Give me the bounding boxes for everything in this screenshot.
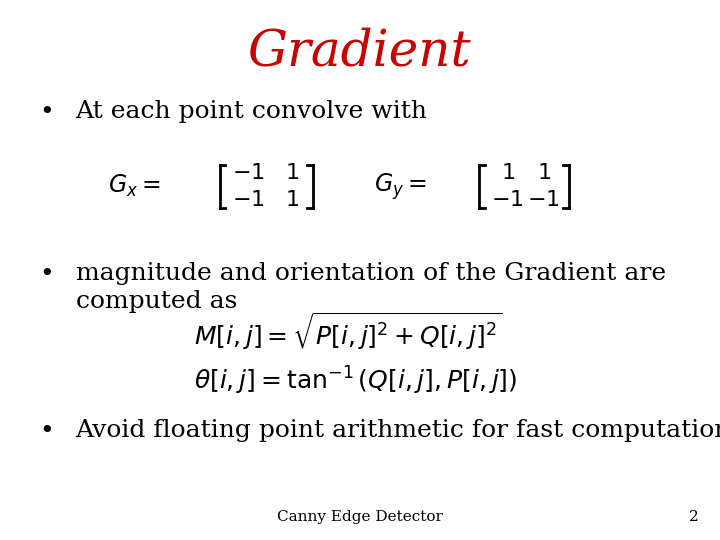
Text: $-1$: $-1$ <box>527 189 560 211</box>
Text: At each point convolve with: At each point convolve with <box>76 100 428 123</box>
Text: $-1$: $-1$ <box>232 189 265 211</box>
Text: Avoid floating point arithmetic for fast computation: Avoid floating point arithmetic for fast… <box>76 418 720 442</box>
Text: $G_x =$: $G_x =$ <box>108 173 161 199</box>
Text: $G_y =$: $G_y =$ <box>374 171 427 201</box>
Text: $\theta[i,j] = \tan^{-1}(Q[i,j], P[i,j])$: $\theta[i,j] = \tan^{-1}(Q[i,j], P[i,j])… <box>194 364 518 397</box>
Text: Gradient: Gradient <box>248 27 472 77</box>
Text: $1$: $1$ <box>536 162 551 184</box>
Text: •: • <box>40 418 54 442</box>
Text: •: • <box>40 262 54 286</box>
Text: $-1$: $-1$ <box>232 162 265 184</box>
Text: •: • <box>40 100 54 124</box>
Text: $M[i,j] = \sqrt{P[i,j]^2 + Q[i,j]^2}$: $M[i,j] = \sqrt{P[i,j]^2 + Q[i,j]^2}$ <box>194 311 503 353</box>
Text: 2: 2 <box>688 510 698 524</box>
Text: $-1$: $-1$ <box>491 189 524 211</box>
Text: Canny Edge Detector: Canny Edge Detector <box>277 510 443 524</box>
Text: $1$: $1$ <box>500 162 515 184</box>
Text: $1$: $1$ <box>284 189 299 211</box>
Text: computed as: computed as <box>76 290 237 313</box>
Text: $1$: $1$ <box>284 162 299 184</box>
Text: magnitude and orientation of the Gradient are: magnitude and orientation of the Gradien… <box>76 262 666 285</box>
